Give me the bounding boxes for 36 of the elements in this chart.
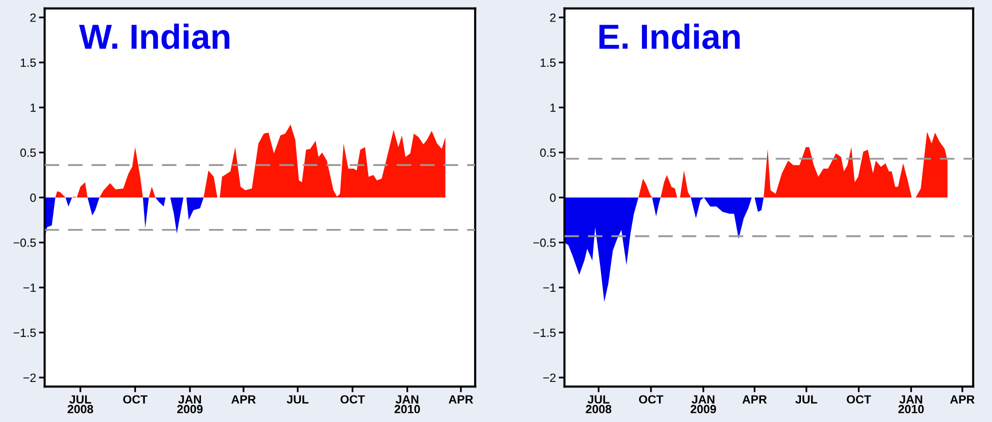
chart-title: W. Indian	[79, 24, 230, 50]
y-tick-label: −1.5	[14, 328, 36, 337]
chart-title: E. Indian	[599, 24, 740, 50]
x-tick-label: JUL	[286, 395, 309, 404]
x-tick-label: OCT	[846, 395, 872, 404]
y-tick-label: 1	[550, 104, 556, 112]
y-tick-label: 0	[550, 194, 556, 202]
x-tick-label: JUL 2008	[586, 395, 612, 414]
x-tick-label: JAN 2010	[394, 395, 420, 414]
x-tick-label: APR	[950, 395, 975, 404]
x-tick-label: OCT	[123, 395, 148, 404]
y-tick-label: 0	[30, 194, 36, 202]
y-tick-label: 1.5	[540, 58, 556, 67]
x-tick-label: OCT	[638, 395, 664, 404]
y-tick-label: −1.5	[533, 328, 556, 337]
y-tick-label: −0.5	[533, 238, 556, 247]
x-tick-label: JUL 2008	[68, 395, 94, 414]
y-tick-label: −2	[543, 374, 556, 382]
x-tick-label: APR	[231, 395, 256, 404]
y-tick-label: 2	[30, 13, 36, 22]
y-tick-label: 2	[550, 13, 556, 22]
y-tick-label: 1	[30, 104, 36, 112]
x-tick-label: JUL	[795, 395, 818, 404]
y-tick-label: −1	[543, 284, 556, 292]
y-tick-label: −0.5	[14, 238, 36, 247]
x-tick-label: APR	[448, 395, 474, 404]
x-tick-label: OCT	[340, 395, 365, 404]
y-tick-label: 0.5	[20, 148, 36, 157]
x-tick-label: JAN 2010	[898, 395, 924, 414]
x-tick-label: APR	[742, 395, 767, 404]
y-tick-label: −1	[23, 284, 36, 292]
y-tick-label: 0.5	[540, 148, 556, 157]
x-tick-label: JAN 2009	[177, 395, 203, 414]
y-tick-label: 1.5	[20, 58, 36, 67]
x-tick-label: JAN 2009	[690, 395, 716, 414]
y-tick-label: −2	[23, 374, 36, 382]
